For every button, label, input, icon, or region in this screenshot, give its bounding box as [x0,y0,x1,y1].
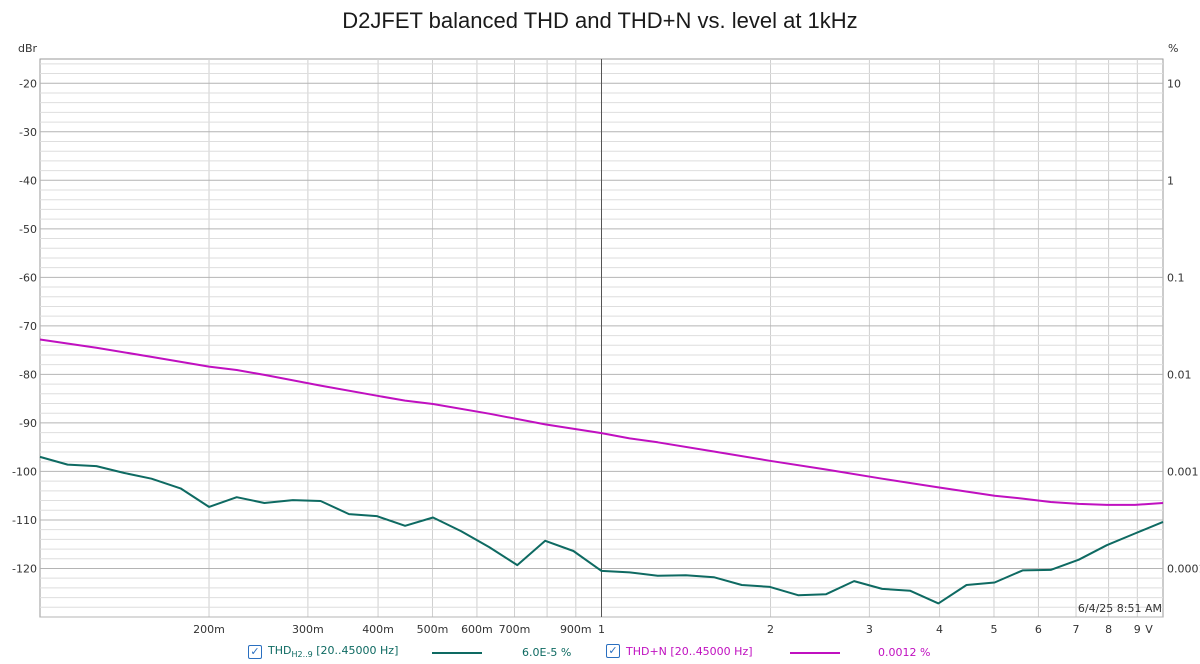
x-axis-unit: V [1145,623,1153,636]
x-tick-label: 700m [499,623,531,636]
x-tick-label: 500m [417,623,449,636]
legend: ✓ THDH2..9 [20..45000 Hz] 6.0E-5 % ✓ THD… [0,642,1200,664]
y-right-tick-label: 1 [1167,174,1174,187]
x-tick-label: 4 [936,623,943,636]
y-right-tick-label: 0.01 [1167,368,1192,381]
y-left-tick-label: -90 [19,417,37,430]
checkbox-icon[interactable]: ✓ [606,644,620,658]
x-tick-label: 6 [1035,623,1042,636]
y-left-tick-label: -20 [19,77,37,90]
legend-thd-sub: H2..9 [291,650,313,660]
x-tick-label: 600m [461,623,493,636]
series-thdn-line [39,338,1164,506]
y-left-tick-label: -60 [19,271,37,284]
chart-title: D2JFET balanced THD and THD+N vs. level … [342,8,858,33]
legend-thd-name: THD [268,644,292,657]
y-axis-right-unit: % [1168,42,1178,55]
x-tick-label: 7 [1073,623,1080,636]
y-axis-right: 10 1 0.1 0.01 0.001 0.0001 [1167,77,1200,575]
legend-thd-value: 6.0E-5 % [522,646,572,659]
y-right-tick-label: 0.1 [1167,271,1185,284]
x-tick-label: 200m [193,623,225,636]
legend-thdn-swatch [790,652,840,654]
legend-thd-swatch [432,652,482,654]
x-tick-label: 9 [1134,623,1141,636]
legend-thdn-label: THD+N [20..45000 Hz] [626,645,753,658]
legend-thd-label: THDH2..9 [20..45000 Hz] [268,644,398,659]
legend-thdn-range: [20..45000 Hz] [670,644,753,658]
x-tick-label: 2 [767,623,774,636]
x-tick-label: 1 [598,623,605,636]
x-tick-label: 3 [866,623,873,636]
legend-thdn-value: 0.0012 % [878,646,931,659]
series-layer [39,338,1164,605]
legend-thdn[interactable]: ✓ THD+N [20..45000 Hz] [606,644,753,658]
legend-thd[interactable]: ✓ THDH2..9 [20..45000 Hz] [248,644,398,659]
y-left-tick-label: -110 [12,514,37,527]
checkbox-icon[interactable]: ✓ [248,644,262,659]
y-axis-left-unit: dBr [18,42,38,55]
y-right-tick-label: 10 [1167,77,1181,90]
y-axis-left: -20 -30 -40 -50 -60 -70 -80 -90 -100 -110 -120 [12,77,37,575]
y-left-tick-label: -70 [19,320,37,333]
x-axis: 200m 300m 400m 500m 600m 700m 900m 1 2 3 4 5 6 7 8 9 V [193,623,1153,636]
timestamp: 6/4/25 8:51 AM [1078,602,1162,615]
legend-thdn-name: THD+N [626,644,667,658]
chart-plot[interactable]: 200m 300m 400m 500m 600m 700m 900m 1 2 3 4 5 6 7 8 9 V -… [0,0,1200,640]
x-tick-label: 300m [292,623,324,636]
y-left-tick-label: -120 [12,562,37,575]
x-tick-label: 900m [560,623,592,636]
y-right-tick-label: 0.0001 [1167,562,1200,575]
x-tick-label: 8 [1105,623,1112,636]
y-left-tick-label: -50 [19,223,37,236]
x-tick-label: 400m [362,623,394,636]
y-left-tick-label: -80 [19,368,37,381]
y-left-tick-label: -40 [19,174,37,187]
y-left-tick-label: -30 [19,126,37,139]
legend-thd-range: [20..45000 Hz] [316,644,399,657]
y-right-tick-label: 0.001 [1167,465,1199,478]
x-tick-label: 5 [990,623,997,636]
y-left-tick-label: -100 [12,465,37,478]
